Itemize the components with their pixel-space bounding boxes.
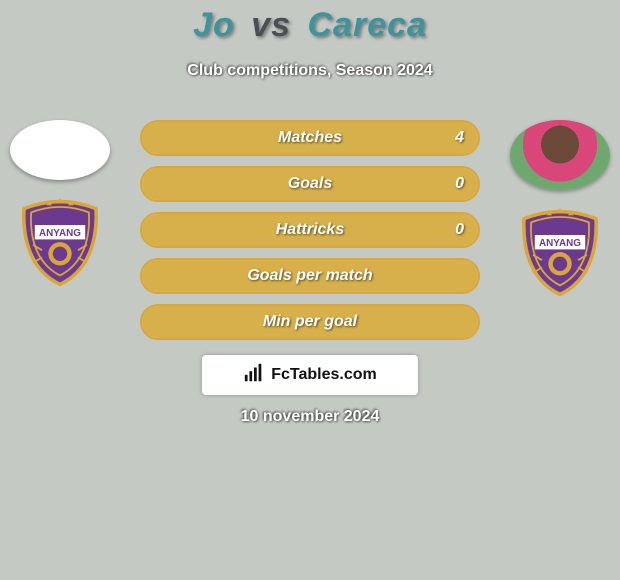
stat-right-value: 0	[455, 168, 464, 200]
title-player2: Careca	[308, 6, 427, 44]
stat-pill: Min per goal	[140, 304, 480, 340]
stat-pill: Goals per match	[140, 258, 480, 294]
stat-right-value: 4	[455, 122, 464, 154]
stat-label: Hattricks	[276, 221, 344, 239]
stat-pill-list: Matches 4 Goals 0 Hattricks 0 Goals per match M…	[140, 120, 480, 340]
snapshot-date: 10 november 2024	[0, 408, 620, 426]
title-player1: Jo	[193, 6, 235, 44]
source-brand-text: FcTables.com	[271, 366, 377, 384]
stat-pill: Goals 0	[140, 166, 480, 202]
stat-pill: Hattricks 0	[140, 212, 480, 248]
source-brand-box: FcTables.com	[202, 355, 418, 395]
stat-label: Matches	[278, 129, 342, 147]
comparison-card: Jo vs Careca Club competitions, Season 2…	[0, 0, 620, 580]
stat-right-value: 0	[455, 214, 464, 246]
player2-avatar	[510, 120, 610, 190]
subtitle: Club competitions, Season 2024	[0, 62, 620, 80]
chart-icon	[243, 362, 265, 389]
stat-label: Min per goal	[263, 313, 357, 331]
stat-label: Goals per match	[247, 267, 372, 285]
player1-club-crest: ANYANG	[15, 198, 105, 288]
stat-pill: Matches 4	[140, 120, 480, 156]
right-side-column: ANYANG	[510, 120, 610, 298]
left-side-column: ANYANG	[10, 120, 110, 288]
title-vs: vs	[251, 6, 291, 44]
player2-club-crest: ANYANG	[515, 208, 605, 298]
stat-label: Goals	[288, 175, 332, 193]
svg-text:ANYANG: ANYANG	[39, 228, 81, 239]
page-title: Jo vs Careca	[0, 6, 620, 45]
player1-avatar	[10, 120, 110, 180]
svg-text:ANYANG: ANYANG	[539, 238, 581, 249]
